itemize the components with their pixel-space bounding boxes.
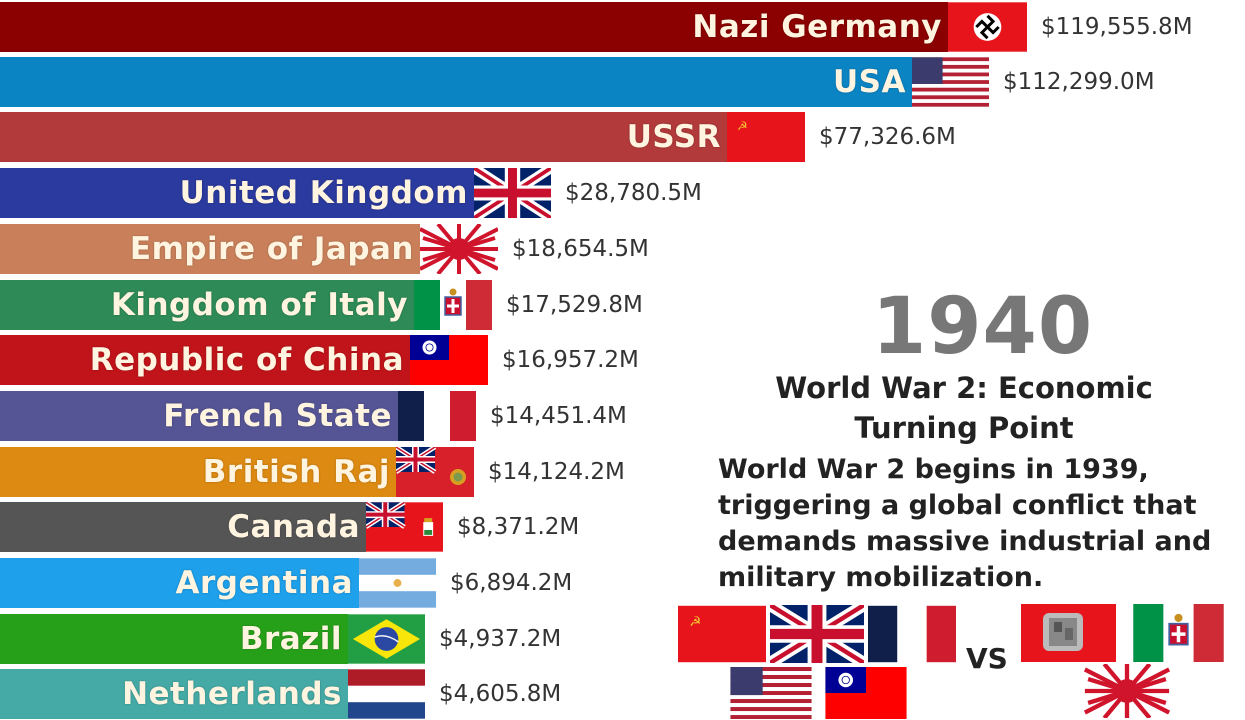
- value-label: $8,371.2M: [457, 514, 580, 540]
- ussr-flag-icon: [678, 605, 766, 663]
- nazi-emblem-flag-icon: [1021, 604, 1116, 662]
- bar: French State: [0, 391, 398, 441]
- value-label: $119,555.8M: [1041, 14, 1193, 40]
- france-flag-icon: [398, 391, 476, 441]
- bar: British Raj: [0, 447, 396, 497]
- bar-label: Empire of Japan: [129, 231, 414, 267]
- value-label: $4,937.2M: [439, 626, 562, 652]
- bar: Canada: [0, 502, 366, 552]
- bar-label: USA: [833, 64, 906, 100]
- bar: Argentina: [0, 558, 359, 608]
- nazi-flag-icon: [948, 2, 1027, 52]
- bar: Empire of Japan: [0, 224, 420, 274]
- bar: Brazil: [0, 614, 348, 664]
- value-label: $112,299.0M: [1003, 69, 1155, 95]
- value-label: $28,780.5M: [565, 180, 702, 206]
- argentina-flag-icon: [359, 558, 436, 608]
- panel-description: World War 2 begins in 1939, triggering a…: [718, 454, 1212, 593]
- brazil-flag-icon: [348, 614, 425, 664]
- roc-flag-icon: [821, 667, 911, 719]
- italy-flag-icon: [414, 280, 492, 330]
- panel-title: World War 2: Economic Turning Point: [775, 371, 1153, 445]
- value-label: $16,957.2M: [502, 347, 639, 373]
- raj-flag-icon: [396, 447, 474, 497]
- value-label: $6,894.2M: [450, 570, 573, 596]
- bar: Netherlands: [0, 669, 348, 719]
- uk-flag-icon: [474, 168, 551, 218]
- bar-label: Republic of China: [89, 342, 404, 378]
- japan-flag-icon: [1080, 664, 1174, 718]
- value-label: $17,529.8M: [506, 292, 643, 318]
- bar: United Kingdom: [0, 168, 474, 218]
- bar-label: Brazil: [239, 621, 342, 657]
- value-label: $18,654.5M: [512, 236, 649, 262]
- japan-flag-icon: [420, 224, 498, 274]
- bar-label: Kingdom of Italy: [110, 287, 408, 323]
- usa-flag-icon: [912, 57, 989, 107]
- bar-label: British Raj: [202, 454, 390, 490]
- roc-flag-icon: [410, 335, 488, 385]
- bar-label: United Kingdom: [179, 175, 468, 211]
- usa-flag-icon: [725, 667, 817, 719]
- italy-flag-icon: [1130, 604, 1227, 662]
- value-label: $14,451.4M: [490, 403, 627, 429]
- vs-label: VS: [966, 642, 1008, 675]
- value-label: $14,124.2M: [488, 459, 625, 485]
- france-flag-icon: [868, 605, 956, 663]
- bar: Nazi Germany: [0, 2, 948, 52]
- uk-flag-icon: [770, 605, 864, 663]
- bar: USA: [0, 57, 912, 107]
- year-label: 1940: [872, 282, 1094, 372]
- bar: Kingdom of Italy: [0, 280, 414, 330]
- bar-label: Nazi Germany: [692, 9, 942, 45]
- value-label: $77,326.6M: [819, 124, 956, 150]
- bar: USSR: [0, 112, 727, 162]
- canada-flag-icon: [366, 502, 443, 552]
- bar-label: USSR: [626, 119, 721, 155]
- bar-label: Netherlands: [122, 676, 342, 712]
- bar-label: French State: [163, 398, 392, 434]
- ussr-flag-icon: [727, 112, 805, 162]
- bar-label: Argentina: [175, 565, 353, 601]
- value-label: $4,605.8M: [439, 681, 562, 707]
- bar: Republic of China: [0, 335, 410, 385]
- bar-label: Canada: [227, 509, 360, 545]
- netherlands-flag-icon: [348, 669, 425, 719]
